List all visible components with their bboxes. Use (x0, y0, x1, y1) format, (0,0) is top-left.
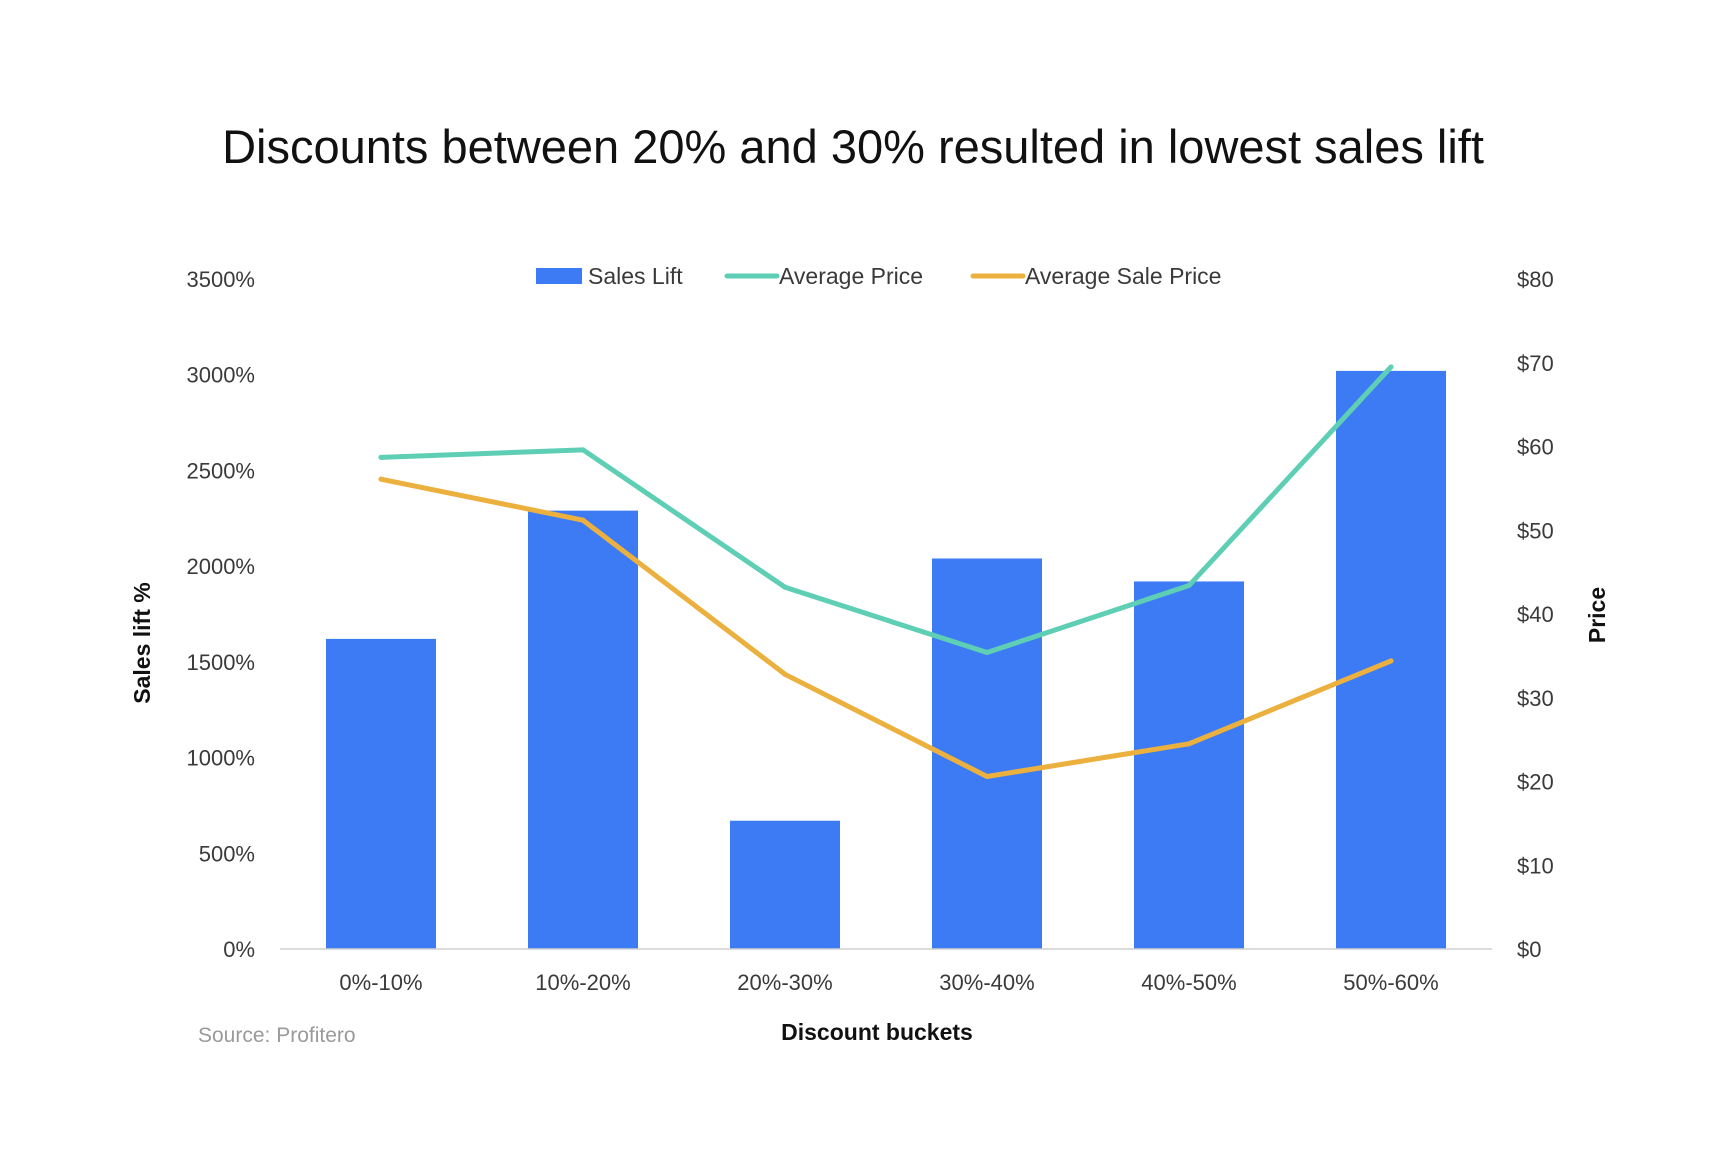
legend-label: Sales Lift (588, 263, 683, 289)
line-series (378, 364, 1394, 779)
y2-tick-label: $60 (1517, 435, 1554, 460)
y-tick-label: 3000% (186, 363, 255, 388)
line-point (1186, 741, 1192, 747)
y-axis-title: Sales lift % (129, 582, 155, 703)
bar-sales-lift (1134, 581, 1244, 949)
x-tick-label: 30%-40% (939, 970, 1034, 995)
y2-tick-label: $0 (1517, 937, 1541, 962)
line-point (984, 650, 990, 656)
legend-label: Average Sale Price (1025, 263, 1221, 289)
legend: Sales Lift Average Price Average Sale Pric… (536, 263, 1221, 289)
legend-label: Average Price (779, 263, 923, 289)
line-point (378, 454, 384, 460)
line-point (1388, 658, 1394, 664)
line-point (782, 584, 788, 590)
bar-sales-lift (326, 638, 436, 949)
line-point (1388, 364, 1394, 370)
y2-tick-label: $50 (1517, 518, 1554, 543)
line-average-price (378, 364, 1394, 656)
line-point (782, 671, 788, 677)
y-tick-label: 0% (223, 937, 255, 962)
x-tick-label: 50%-60% (1343, 970, 1438, 995)
bar-sales-lift (528, 510, 638, 949)
y2-tick-label: $10 (1517, 853, 1554, 878)
chart-title: Discounts between 20% and 30% resulted i… (222, 120, 1484, 173)
bar-sales-lift (730, 820, 840, 949)
y-tick-label: 2000% (186, 554, 255, 579)
y-tick-label: 1500% (186, 650, 255, 675)
y-tick-label: 2500% (186, 458, 255, 483)
source-note: Source: Profitero (198, 1024, 356, 1047)
x-tick-label: 40%-50% (1141, 970, 1236, 995)
x-tick-label: 0%-10% (339, 970, 422, 995)
right-axis-ticks: $0 $10 $20 $30 $40 $50 $60 $70 $80 (1517, 267, 1554, 962)
x-tick-label: 20%-30% (737, 970, 832, 995)
y-tick-label: 500% (199, 841, 255, 866)
y2-tick-label: $20 (1517, 770, 1554, 795)
x-axis-title: Discount buckets (781, 1019, 973, 1045)
y2-tick-label: $70 (1517, 351, 1554, 376)
x-tick-label: 10%-20% (535, 970, 630, 995)
y-tick-label: 3500% (186, 267, 255, 292)
left-axis-ticks: 0% 500% 1000% 1500% 2000% 2500% 3000% 3500% (186, 267, 255, 962)
line-point (580, 517, 586, 523)
bar-sales-lift (932, 558, 1042, 949)
line-point (984, 773, 990, 779)
line-average-sale-price (378, 476, 1394, 779)
y2-axis-title: Price (1584, 587, 1610, 643)
line-point (580, 447, 586, 453)
bar-series (326, 370, 1446, 949)
line-point (1186, 583, 1192, 589)
line-point (378, 476, 384, 482)
x-axis-ticks: 0%-10% 10%-20% 20%-30% 30%-40% 40%-50% 50%-60… (339, 970, 1438, 995)
y2-tick-label: $30 (1517, 686, 1554, 711)
y2-tick-label: $80 (1517, 267, 1554, 292)
y-tick-label: 1000% (186, 746, 255, 771)
legend-swatch-sales-lift (536, 268, 582, 284)
y2-tick-label: $40 (1517, 602, 1554, 627)
